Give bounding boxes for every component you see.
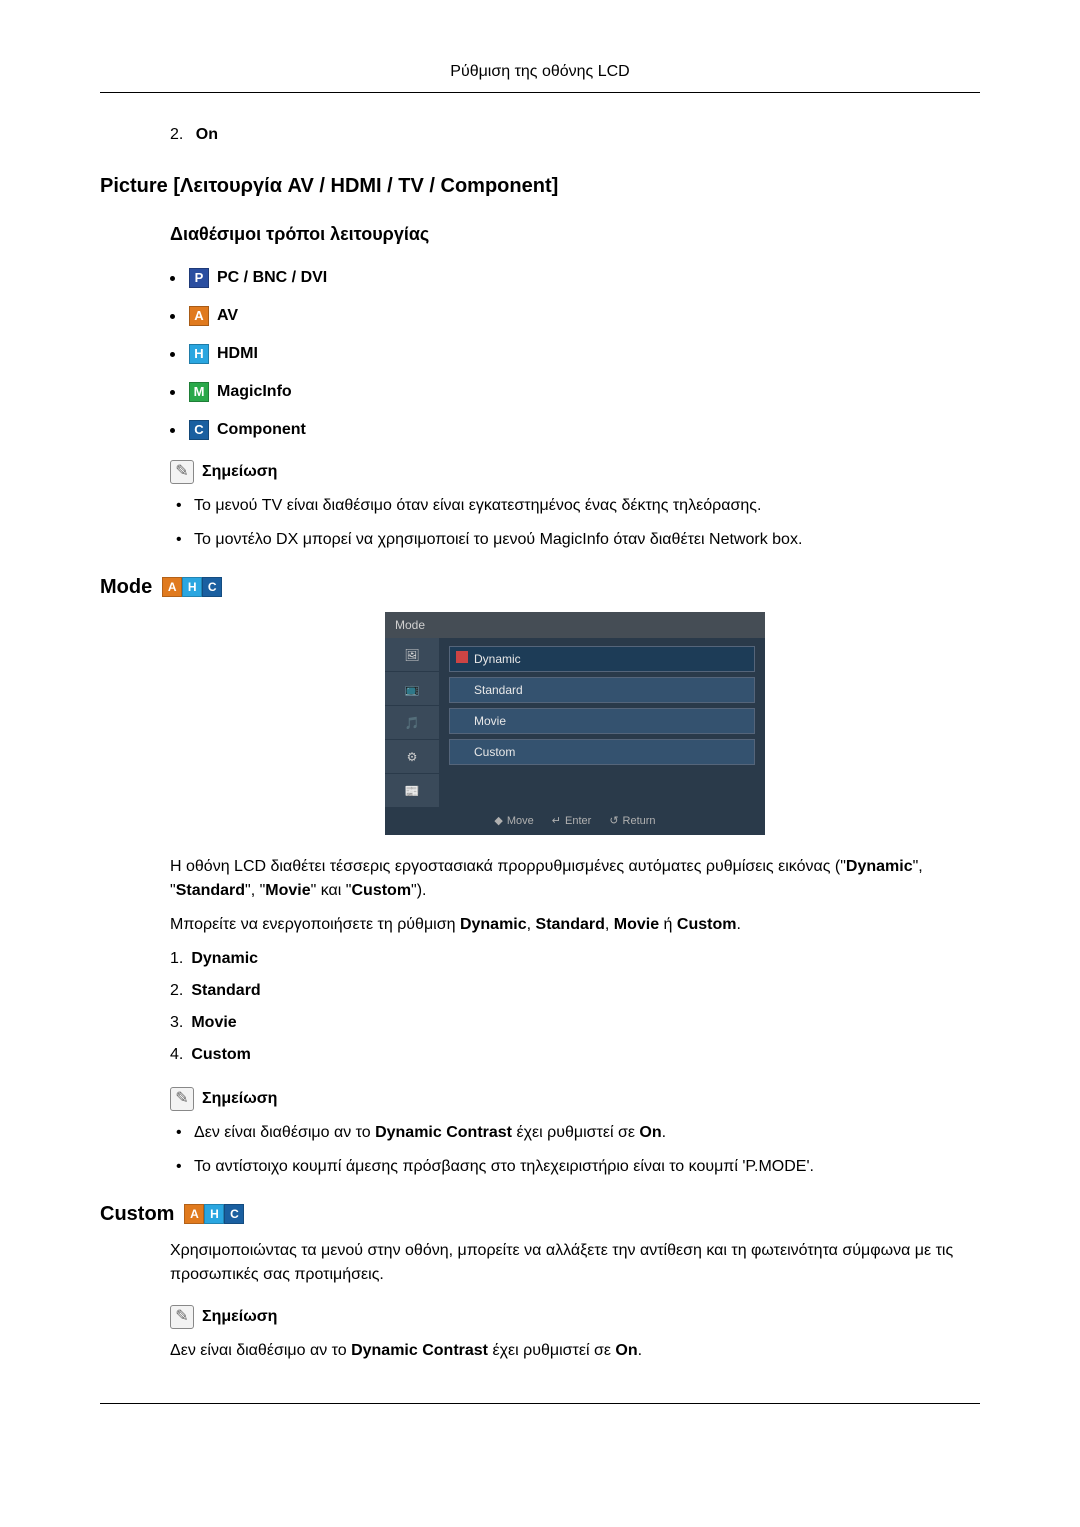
page-header: Ρύθμιση της οθόνης LCD	[100, 60, 980, 93]
mode-mini-icon: H	[204, 1204, 224, 1224]
osd-option: Custom	[449, 739, 755, 765]
note-list-2: Δεν είναι διαθέσιμο αν το Dynamic Contra…	[170, 1121, 980, 1179]
modes-subtitle: Διαθέσιμοι τρόποι λειτουργίας	[170, 221, 980, 248]
note-heading: ✎ Σημείωση	[170, 1305, 980, 1329]
osd-panel: Mode 🖼 📺 🎵 ⚙ 📰 Dynamic Standard Movie Cu…	[385, 612, 765, 835]
mode-row: A AV	[170, 304, 980, 328]
bullet-icon	[170, 428, 175, 433]
osd-body: 🖼 📺 🎵 ⚙ 📰 Dynamic Standard Movie Custom	[385, 638, 765, 808]
mode-mini-icon: A	[184, 1204, 204, 1224]
osd-screenshot: Mode 🖼 📺 🎵 ⚙ 📰 Dynamic Standard Movie Cu…	[170, 612, 980, 835]
note-label: Σημείωση	[202, 1305, 277, 1329]
mode-para-1: Η οθόνη LCD διαθέτει τέσσερις εργοστασια…	[170, 855, 980, 903]
list-item: 1.Dynamic	[170, 947, 980, 971]
mode-label: Component	[217, 418, 306, 442]
osd-sidebar: 🖼 📺 🎵 ⚙ 📰	[385, 638, 439, 808]
osd-side-icon: 📰	[385, 774, 439, 808]
content: 2. On Picture [Λειτουργία AV / HDMI / TV…	[170, 123, 980, 1363]
note-heading: ✎ Σημείωση	[170, 460, 980, 484]
osd-option: Dynamic	[449, 646, 755, 672]
osd-side-icon: 📺	[385, 672, 439, 706]
mode-row: H HDMI	[170, 342, 980, 366]
mode-row: P PC / BNC / DVI	[170, 266, 980, 290]
note-item: Το μοντέλο DX μπορεί να χρησιμοποιεί το …	[170, 528, 980, 552]
note-label: Σημείωση	[202, 460, 277, 484]
osd-main: Dynamic Standard Movie Custom	[439, 638, 765, 808]
osd-option: Standard	[449, 677, 755, 703]
custom-title: Custom	[100, 1199, 174, 1229]
list-item: 3.Movie	[170, 1011, 980, 1035]
osd-side-icon: ⚙	[385, 740, 439, 774]
mode-mini-icon: A	[162, 577, 182, 597]
mode-label: HDMI	[217, 342, 258, 366]
mode-heading: Mode A H C	[100, 572, 980, 602]
bullet-icon	[170, 390, 175, 395]
note-icon: ✎	[170, 1305, 194, 1329]
note-item: Το μενού TV είναι διαθέσιμο όταν είναι ε…	[170, 494, 980, 518]
osd-foot-enter: ↵Enter	[552, 813, 592, 830]
mode-row: M MagicInfo	[170, 380, 980, 404]
mode-label: MagicInfo	[217, 380, 292, 404]
mode-icon-strip: A H C	[162, 577, 222, 597]
mode-letter-icon: C	[189, 420, 209, 440]
note-heading: ✎ Σημείωση	[170, 1087, 980, 1111]
modes-list: P PC / BNC / DVI A AV H HDMI M MagicInfo…	[170, 266, 980, 442]
picture-section-title: Picture [Λειτουργία AV / HDMI / TV / Com…	[100, 171, 980, 201]
osd-foot-move: ◆Move	[494, 813, 533, 830]
mode-label: PC / BNC / DVI	[217, 266, 327, 290]
bullet-icon	[170, 276, 175, 281]
note-label: Σημείωση	[202, 1087, 277, 1111]
osd-option: Movie	[449, 708, 755, 734]
mode-row: C Component	[170, 418, 980, 442]
osd-title: Mode	[385, 612, 765, 638]
note-item: Το αντίστοιχο κουμπί άμεσης πρόσβασης στ…	[170, 1155, 980, 1179]
mode-letter-icon: H	[189, 344, 209, 364]
mode-mini-icon: C	[202, 577, 222, 597]
mode-label: AV	[217, 304, 238, 328]
bullet-icon	[170, 352, 175, 357]
top-list-num: 2.	[170, 126, 183, 143]
mode-letter-icon: P	[189, 268, 209, 288]
mode-numbered-list: 1.Dynamic 2.Standard 3.Movie 4.Custom	[170, 947, 980, 1067]
note-list: Το μενού TV είναι διαθέσιμο όταν είναι ε…	[170, 494, 980, 552]
note-item: Δεν είναι διαθέσιμο αν το Dynamic Contra…	[170, 1121, 980, 1145]
mode-mini-icon: H	[182, 577, 202, 597]
mode-letter-icon: A	[189, 306, 209, 326]
osd-side-icon: 🖼	[385, 638, 439, 672]
note-icon: ✎	[170, 460, 194, 484]
top-list-item: 2. On	[170, 123, 980, 147]
mode-para-2: Μπορείτε να ενεργοποιήσετε τη ρύθμιση Dy…	[170, 913, 980, 937]
list-item: 2.Standard	[170, 979, 980, 1003]
custom-icon-strip: A H C	[184, 1204, 244, 1224]
top-list-label: On	[196, 126, 218, 143]
custom-heading: Custom A H C	[100, 1199, 980, 1229]
osd-footer: ◆Move ↵Enter ↺Return	[385, 808, 765, 835]
list-item: 4.Custom	[170, 1043, 980, 1067]
mode-title: Mode	[100, 572, 152, 602]
osd-side-icon: 🎵	[385, 706, 439, 740]
mode-letter-icon: M	[189, 382, 209, 402]
custom-note-text: Δεν είναι διαθέσιμο αν το Dynamic Contra…	[170, 1339, 980, 1363]
osd-foot-return: ↺Return	[609, 813, 655, 830]
custom-para: Χρησιμοποιώντας τα μενού στην οθόνη, μπο…	[170, 1239, 980, 1287]
header-title: Ρύθμιση της οθόνης LCD	[450, 63, 629, 80]
page-footer	[100, 1403, 980, 1413]
bullet-icon	[170, 314, 175, 319]
note-icon: ✎	[170, 1087, 194, 1111]
mode-mini-icon: C	[224, 1204, 244, 1224]
